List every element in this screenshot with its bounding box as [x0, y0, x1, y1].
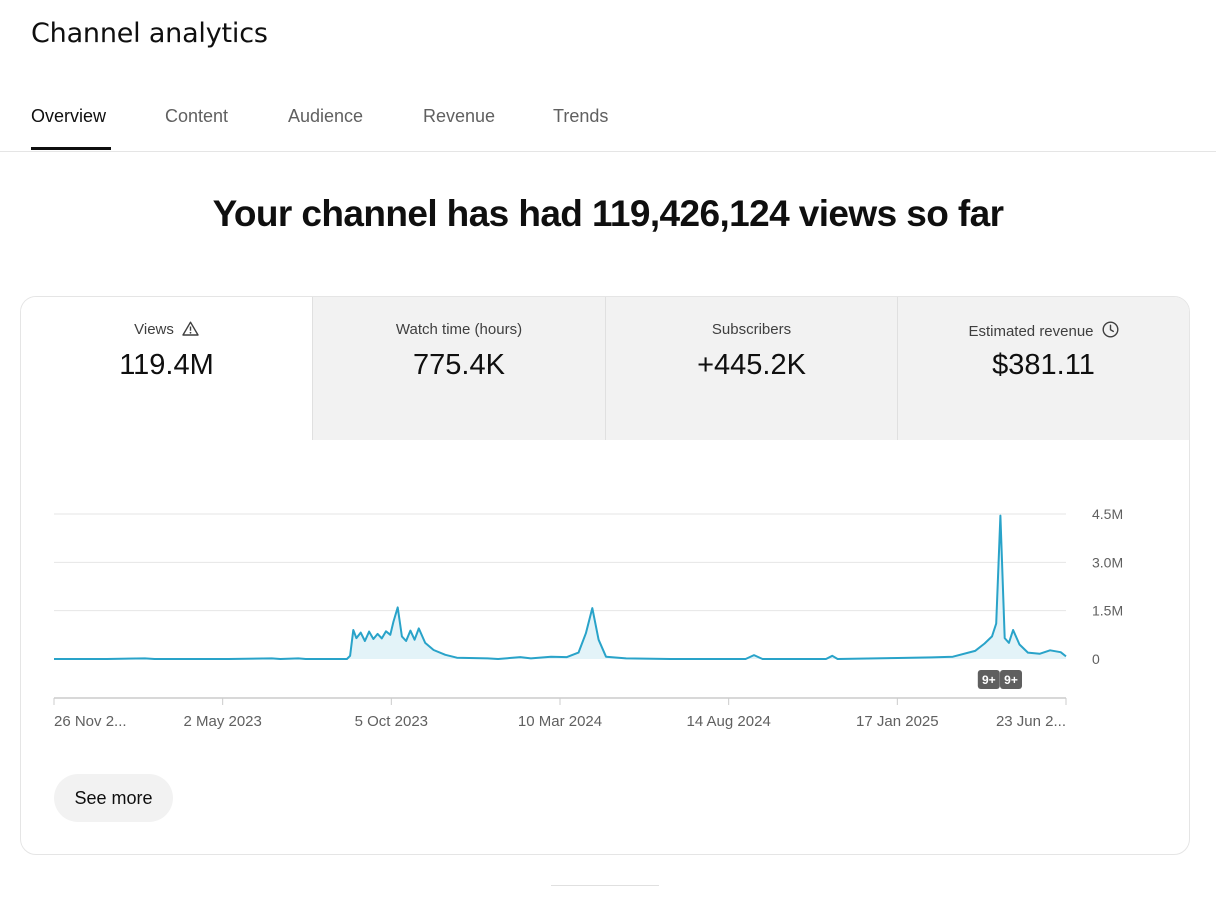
views-area-fill	[54, 515, 1066, 659]
metric-subscribers[interactable]: Subscribers +445.2K	[605, 297, 897, 440]
x-tick-label: 5 Oct 2023	[355, 713, 428, 730]
metric-value: +445.2K	[697, 349, 806, 381]
tab-content[interactable]: Content	[165, 106, 229, 126]
x-tick-label: 23 Jun 2...	[996, 713, 1066, 730]
annotation-marker[interactable]: 9+	[977, 670, 1000, 689]
metric-revenue-label-row: Estimated revenue	[898, 321, 1189, 342]
total-views-headline: Your channel has had 119,426,124 views s…	[212, 193, 1004, 234]
x-tick-label: 2 May 2023	[183, 713, 261, 730]
tab-audience[interactable]: Audience	[288, 106, 364, 126]
svg-text:9+: 9+	[1004, 673, 1018, 687]
y-tick-label: 0	[1092, 651, 1100, 667]
analytics-card: Views 119.4M Watch time (hours) 775.4K S…	[20, 296, 1190, 855]
x-tick-label: 14 Aug 2024	[687, 713, 771, 730]
y-tick-label: 4.5M	[1092, 506, 1123, 522]
grid-lines	[54, 513, 1066, 612]
annotation-marker[interactable]: 9+	[1000, 670, 1023, 689]
tab-overview[interactable]: Overview	[31, 106, 107, 126]
metric-value: 119.4M	[119, 349, 214, 381]
svg-text:9+: 9+	[982, 673, 996, 687]
warning-icon[interactable]	[182, 321, 199, 340]
metric-label: Estimated revenue	[968, 323, 1094, 340]
bottom-divider	[551, 885, 659, 886]
x-axis-ticks: 26 Nov 2... 2 May 2023 5 Oct 2023 10 Mar 20…	[53, 698, 1067, 730]
tab-trends[interactable]: Trends	[553, 106, 609, 126]
y-tick-label: 1.5M	[1092, 603, 1123, 619]
metric-label: Views	[134, 321, 174, 338]
metric-views-label-row: Views	[21, 321, 312, 340]
annotation-markers: 9+ 9+	[977, 670, 1023, 689]
y-tick-label: 3.0M	[1092, 554, 1123, 570]
views-chart[interactable]: 26 Nov 2... 2 May 2023 5 Oct 2023 10 Mar 20…	[21, 440, 1189, 740]
metric-views[interactable]: Views 119.4M	[21, 297, 312, 440]
tab-bar: Overview Content Audience Revenue Trends	[0, 96, 1216, 152]
metric-value: 775.4K	[413, 349, 505, 381]
tab-revenue[interactable]: Revenue	[423, 106, 496, 126]
x-tick-label: 26 Nov 2...	[54, 713, 127, 730]
see-more-button[interactable]: See more	[54, 774, 173, 822]
page-title: Channel analytics	[31, 18, 268, 49]
y-axis-ticks: 0 1.5M 3.0M 4.5M	[1092, 506, 1123, 667]
metric-estimated-revenue[interactable]: Estimated revenue $381.11	[897, 297, 1189, 440]
active-tab-indicator	[31, 147, 111, 150]
metric-watch-time[interactable]: Watch time (hours) 775.4K	[312, 297, 605, 440]
metric-label: Subscribers	[711, 321, 792, 338]
x-tick-label: 10 Mar 2024	[518, 713, 602, 730]
clock-icon[interactable]	[1102, 321, 1119, 342]
metric-value: $381.11	[992, 349, 1095, 381]
metric-label: Watch time (hours)	[395, 321, 523, 338]
views-series-line	[54, 514, 1067, 660]
x-tick-label: 17 Jan 2025	[856, 713, 939, 730]
